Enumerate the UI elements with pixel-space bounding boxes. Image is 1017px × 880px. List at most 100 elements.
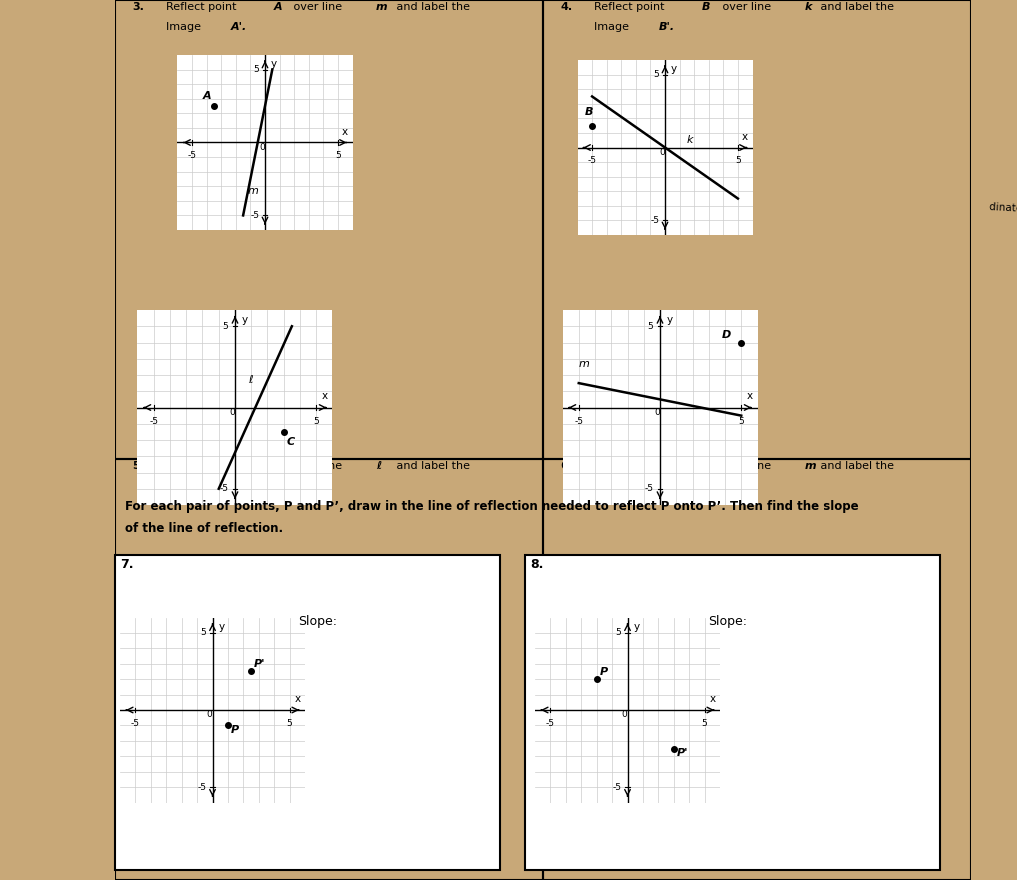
Text: P: P (231, 725, 239, 735)
Text: 5: 5 (648, 322, 654, 331)
Text: 5: 5 (253, 65, 259, 74)
Text: and label the: and label the (817, 461, 894, 471)
Text: 4.: 4. (560, 2, 573, 11)
Text: Reflect point: Reflect point (595, 2, 668, 11)
Text: 0: 0 (229, 407, 235, 416)
Text: Reflect point: Reflect point (167, 2, 240, 11)
Text: -5: -5 (149, 417, 159, 426)
Text: A'.: A'. (231, 22, 247, 32)
Text: and label the: and label the (394, 461, 470, 471)
Text: D'.: D'. (659, 481, 675, 491)
Text: x: x (709, 694, 715, 704)
Text: P': P' (254, 659, 265, 669)
Text: 5: 5 (615, 628, 621, 637)
Text: x: x (746, 392, 753, 401)
Bar (115, 0, 543, 459)
Text: y: y (634, 622, 640, 632)
Text: -5: -5 (197, 782, 206, 792)
Text: 5: 5 (653, 70, 659, 79)
Text: m: m (247, 186, 258, 195)
Text: -5: -5 (650, 216, 659, 225)
Text: of the line of reflection.: of the line of reflection. (125, 522, 283, 535)
Text: Image: Image (595, 22, 633, 32)
Text: over line: over line (291, 2, 346, 11)
Text: k: k (804, 2, 812, 11)
Text: y: y (271, 59, 277, 70)
Bar (115, 459, 543, 880)
Text: A: A (202, 91, 211, 100)
Text: 0: 0 (659, 148, 665, 157)
Text: D: D (722, 330, 731, 340)
Text: Slope:: Slope: (708, 615, 747, 628)
Text: Image: Image (167, 481, 204, 491)
Text: 5: 5 (702, 719, 708, 729)
Text: 7.: 7. (120, 558, 133, 571)
Text: over line: over line (719, 2, 774, 11)
Bar (115, 555, 500, 870)
Text: D: D (702, 461, 711, 471)
Text: 5: 5 (738, 417, 744, 426)
Text: 0: 0 (206, 710, 213, 719)
Text: B: B (702, 2, 710, 11)
Text: m: m (376, 2, 387, 11)
Text: x: x (321, 392, 327, 401)
Text: y: y (666, 315, 672, 325)
Text: 5: 5 (313, 417, 319, 426)
Text: -5: -5 (220, 484, 229, 494)
Text: -5: -5 (588, 157, 597, 165)
Text: dinates c: dinates c (989, 202, 1017, 215)
Text: -5: -5 (575, 417, 584, 426)
Text: x: x (342, 128, 348, 137)
Text: -5: -5 (546, 719, 555, 729)
Text: ℓ: ℓ (248, 375, 252, 385)
Text: 0: 0 (621, 710, 627, 719)
Text: -5: -5 (645, 484, 654, 494)
Text: C: C (287, 436, 295, 447)
Text: 0: 0 (259, 143, 265, 151)
Text: -5: -5 (250, 211, 259, 220)
Text: 6.: 6. (560, 461, 573, 471)
Text: C: C (274, 461, 282, 471)
Text: -5: -5 (131, 719, 140, 729)
Text: and label the: and label the (394, 2, 470, 11)
Text: Reflect point: Reflect point (167, 461, 240, 471)
Text: 3.: 3. (132, 2, 144, 11)
Text: For each pair of points, P and P’, draw in the line of reflection needed to refl: For each pair of points, P and P’, draw … (125, 500, 858, 513)
Text: B: B (585, 107, 593, 117)
Bar (525, 555, 940, 870)
Bar (543, 0, 971, 459)
Text: m: m (579, 359, 590, 369)
Text: and label the: and label the (817, 2, 894, 11)
Text: y: y (241, 315, 247, 325)
Bar (543, 459, 971, 880)
Text: 8.: 8. (530, 558, 543, 571)
Text: 5: 5 (335, 151, 341, 160)
Text: -5: -5 (187, 151, 196, 160)
Text: 0: 0 (654, 407, 660, 416)
Text: y: y (219, 622, 225, 632)
Text: B'.: B'. (659, 22, 675, 32)
Text: 5: 5 (287, 719, 293, 729)
Text: 5: 5 (223, 322, 229, 331)
Text: x: x (294, 694, 300, 704)
Bar (525, 555, 940, 870)
Text: Reflect point: Reflect point (595, 461, 668, 471)
Bar (115, 555, 500, 870)
Text: C'.: C'. (231, 481, 246, 491)
Text: k: k (686, 136, 694, 145)
Text: A: A (274, 2, 282, 11)
Text: P: P (600, 666, 608, 677)
Text: -5: -5 (612, 782, 621, 792)
Text: x: x (742, 132, 749, 143)
Text: y: y (671, 64, 677, 75)
Text: 5: 5 (735, 157, 740, 165)
Text: Image: Image (595, 481, 633, 491)
Text: 5: 5 (200, 628, 206, 637)
Text: over line: over line (291, 461, 346, 471)
Text: ℓ: ℓ (376, 461, 381, 471)
Text: over line: over line (719, 461, 774, 471)
Text: m: m (804, 461, 816, 471)
Text: 5.: 5. (132, 461, 144, 471)
Text: Slope:: Slope: (298, 615, 337, 628)
Text: P': P' (677, 748, 689, 759)
